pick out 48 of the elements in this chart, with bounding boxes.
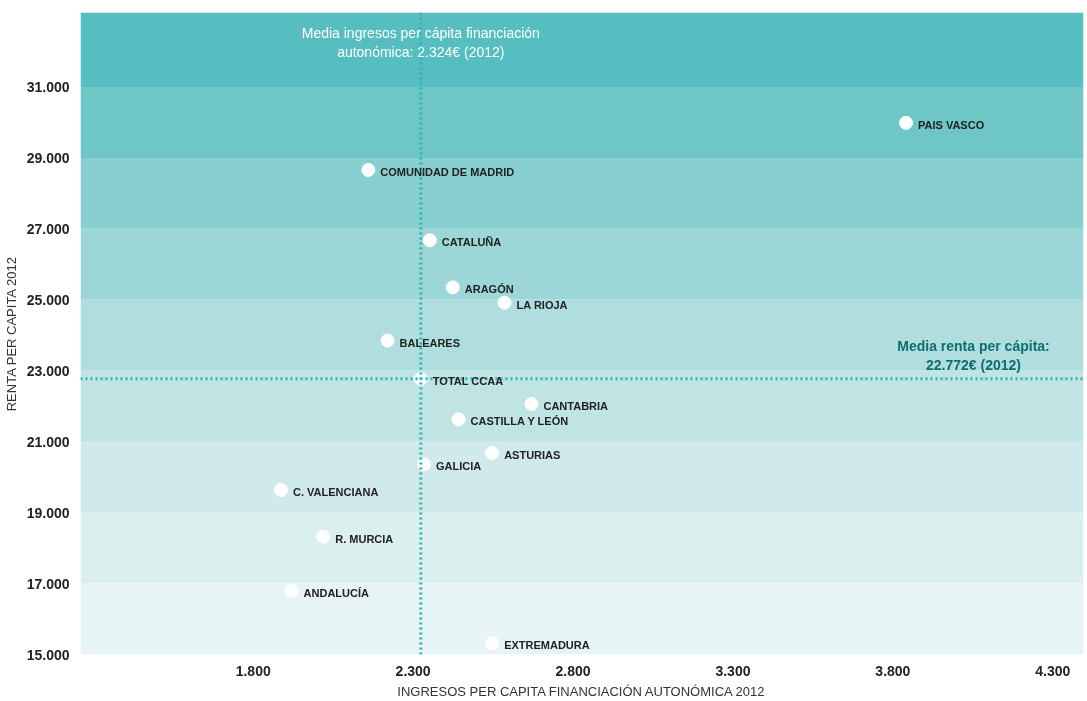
annotation: CATALUÑA	[441, 236, 502, 249]
point	[451, 412, 466, 427]
point	[316, 529, 331, 544]
y-tick-label: 31.000	[26, 78, 70, 95]
y-tick-label: 21.000	[26, 433, 70, 450]
annotation: LA RIOJA	[516, 298, 568, 311]
y-tick-label: 17.000	[26, 575, 70, 592]
annotation: COMUNIDAD DE MADRID	[380, 165, 515, 178]
point	[445, 280, 460, 295]
point	[361, 163, 376, 177]
y-tick-label: 19.000	[26, 504, 70, 521]
point	[524, 397, 539, 412]
point	[422, 233, 437, 248]
annotation: TOTAL CCAA	[432, 374, 504, 387]
x-tick-label: 2.300	[395, 662, 431, 679]
x-tick-label: 3.800	[875, 662, 911, 679]
y-tick-label: 29.000	[26, 149, 70, 166]
x-tick-label: 2.800	[555, 662, 591, 679]
annotation: ARAGÓN	[464, 283, 514, 296]
y-axis-title: RENTA PER CAPITA 2012	[3, 257, 19, 412]
x-tick-label: 4.300	[1035, 662, 1071, 679]
point	[497, 295, 512, 310]
annotation: PAIS VASCO	[917, 118, 985, 131]
ref-line-label: Media renta per cápita: 22.772€ (2012)	[897, 337, 1050, 373]
annotation: C. VALENCIANA	[293, 485, 379, 498]
annotation: BALEARES	[399, 336, 461, 349]
y-tick-label: 15.000	[26, 646, 70, 663]
point	[380, 333, 395, 348]
point	[898, 115, 913, 130]
ref-line-label: Media ingresos per cápita financiación autonómica: 2.324€ (2012)	[301, 24, 540, 60]
annotation: ANDALUCÍA	[303, 587, 370, 600]
x-axis-title: INGRESOS PER CAPITA FINANCIACIÓN AUTONÓMICA 2012	[397, 683, 765, 699]
annotation: R. MURCIA	[335, 532, 394, 545]
annotation: CASTILLA Y LEÓN	[470, 415, 569, 428]
point	[284, 584, 299, 598]
y-tick-label: 27.000	[26, 220, 70, 237]
point	[485, 446, 500, 461]
x-tick-label: 3.300	[715, 662, 751, 679]
annotation: GALICIA	[436, 460, 482, 473]
annotation: EXTREMADURA	[504, 639, 590, 652]
x-tick-label: 1.800	[235, 662, 271, 679]
y-tick-label: 23.000	[26, 362, 70, 379]
annotation: ASTURIAS	[504, 449, 561, 462]
point	[485, 636, 500, 651]
point	[274, 482, 289, 497]
y-tick-label: 25.000	[26, 291, 70, 308]
point	[417, 457, 431, 472]
annotation: CANTABRIA	[543, 400, 609, 413]
